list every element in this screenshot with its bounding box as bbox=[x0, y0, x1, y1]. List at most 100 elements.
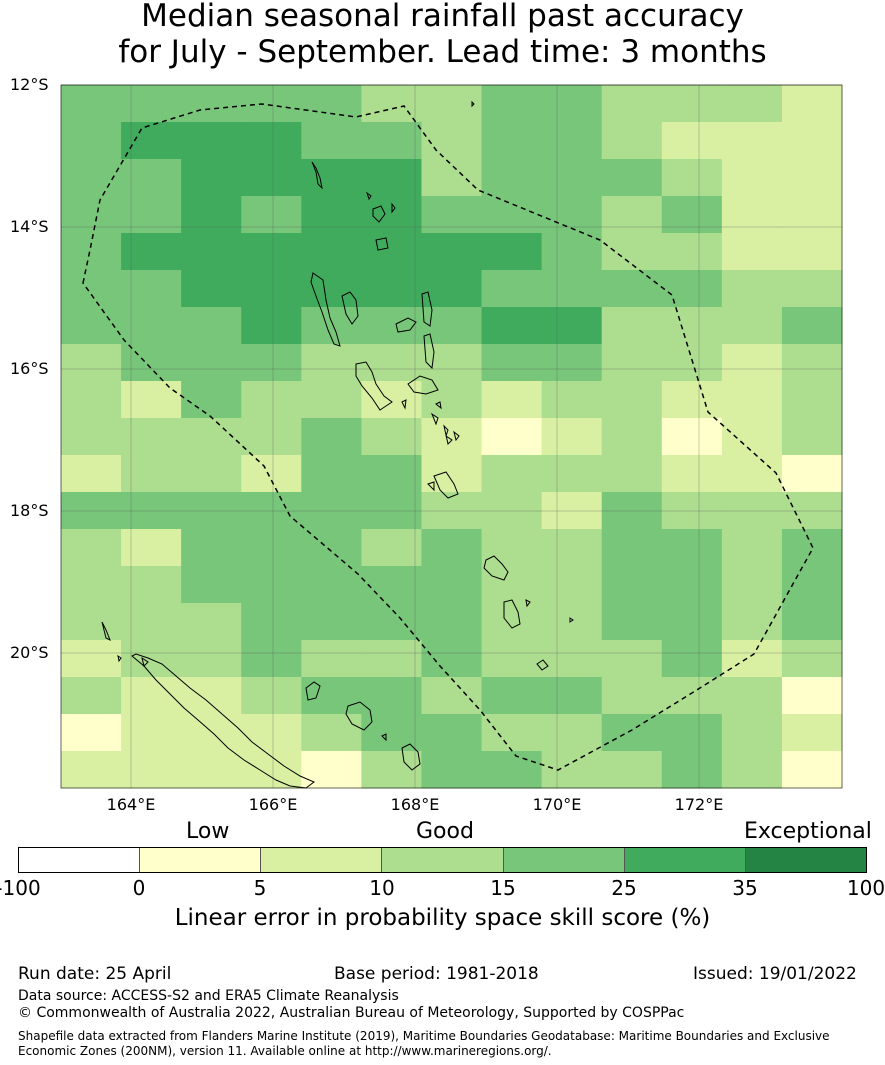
grid-cell bbox=[721, 85, 783, 123]
base-period: Base period: 1981-2018 bbox=[334, 964, 539, 984]
grid-cell bbox=[661, 381, 723, 419]
lon-label-166e: 166°E bbox=[248, 795, 298, 814]
lat-label-20s: 20°S bbox=[10, 643, 49, 662]
grid-cell bbox=[601, 714, 663, 752]
grid-cell bbox=[421, 751, 483, 789]
grid-cell bbox=[541, 270, 603, 308]
grid-cell bbox=[241, 122, 302, 160]
grid-cell bbox=[421, 159, 483, 197]
grid-cell bbox=[181, 270, 242, 308]
grid-cell bbox=[481, 270, 543, 308]
grid-cell bbox=[361, 677, 422, 715]
grid-cell bbox=[601, 677, 663, 715]
grid-cell bbox=[181, 344, 242, 382]
grid-cell bbox=[781, 270, 843, 308]
grid-cell bbox=[601, 85, 663, 123]
grid-cell bbox=[541, 159, 603, 197]
grid-cell bbox=[181, 159, 242, 197]
grid-cell bbox=[241, 344, 302, 382]
grid-cell bbox=[421, 677, 483, 715]
grid-cell bbox=[301, 233, 362, 271]
grid-cell bbox=[781, 603, 843, 641]
grid-cell bbox=[241, 418, 302, 456]
grid-cell bbox=[721, 751, 783, 789]
grid-cell bbox=[781, 196, 843, 234]
grid-cell bbox=[721, 159, 783, 197]
copyright: © Commonwealth of Australia 2022, Austra… bbox=[18, 1005, 685, 1021]
grid-cell bbox=[241, 159, 302, 197]
colorbar-tick: 15 bbox=[490, 876, 516, 900]
grid-cell bbox=[301, 381, 362, 419]
rainfall-accuracy-map bbox=[60, 84, 843, 789]
grid-cell bbox=[661, 418, 723, 456]
grid-cell bbox=[61, 270, 122, 308]
grid-cell bbox=[181, 677, 242, 715]
grid-cell bbox=[361, 418, 422, 456]
grid-cell bbox=[661, 751, 723, 789]
grid-cell bbox=[61, 85, 122, 123]
grid-cell bbox=[121, 344, 182, 382]
grid-cell bbox=[661, 603, 723, 641]
grid-cell bbox=[481, 233, 543, 271]
grid-cell bbox=[721, 566, 783, 604]
grid-cell bbox=[121, 307, 182, 345]
grid-cell bbox=[541, 566, 603, 604]
colorbar-title: Linear error in probability space skill … bbox=[174, 905, 711, 931]
grid-cell bbox=[241, 381, 302, 419]
grid-cell bbox=[121, 270, 182, 308]
grid-cell bbox=[361, 196, 422, 234]
lat-label-14s: 14°S bbox=[10, 217, 49, 236]
shapefile-credit-line-2: Economic Zones (200NM), version 11. Avai… bbox=[18, 1044, 552, 1058]
grid-cell bbox=[781, 677, 843, 715]
grid-cell bbox=[721, 529, 783, 567]
run-date: Run date: 25 April bbox=[18, 964, 172, 984]
grid-cell bbox=[181, 122, 242, 160]
grid-cell bbox=[301, 270, 362, 308]
grid-cell bbox=[361, 566, 422, 604]
grid-cell bbox=[121, 714, 182, 752]
grid-cell bbox=[541, 233, 603, 271]
grid-cell bbox=[361, 529, 422, 567]
grid-cell bbox=[61, 529, 122, 567]
map-title-line-1: Median seasonal rainfall past accuracy bbox=[141, 0, 744, 34]
grid-cell bbox=[601, 233, 663, 271]
grid-cell bbox=[721, 307, 783, 345]
grid-cell bbox=[301, 159, 362, 197]
grid-cell bbox=[661, 270, 723, 308]
grid-cell bbox=[481, 85, 543, 123]
grid-cell bbox=[361, 270, 422, 308]
grid-cell bbox=[121, 455, 182, 493]
grid-cell bbox=[781, 640, 843, 678]
lat-label-12s: 12°S bbox=[10, 75, 49, 94]
grid-cell bbox=[121, 751, 182, 789]
grid-cell bbox=[541, 381, 603, 419]
grid-cell bbox=[721, 603, 783, 641]
grid-cell bbox=[601, 307, 663, 345]
grid-cell bbox=[661, 714, 723, 752]
grid-cell bbox=[61, 714, 122, 752]
grid-cell bbox=[601, 455, 663, 493]
grid-cell bbox=[721, 418, 783, 456]
grid-cell bbox=[301, 455, 362, 493]
grid-cell bbox=[481, 640, 543, 678]
grid-cell bbox=[661, 455, 723, 493]
grid-cell bbox=[61, 418, 122, 456]
grid-cell bbox=[301, 418, 362, 456]
grid-cell bbox=[721, 677, 783, 715]
colorbar-tick: 10 bbox=[369, 876, 395, 900]
grid-cell bbox=[781, 751, 843, 789]
grid-cell bbox=[301, 640, 362, 678]
grid-cell bbox=[601, 196, 663, 234]
grid-cell bbox=[421, 455, 483, 493]
grid-cell bbox=[481, 159, 543, 197]
grid-cell bbox=[61, 233, 122, 271]
grid-cell bbox=[661, 196, 723, 234]
grid-cell bbox=[421, 307, 483, 345]
grid-cell bbox=[61, 307, 122, 345]
grid-cell bbox=[481, 307, 543, 345]
grid-cell bbox=[121, 85, 182, 123]
colorbar-segment bbox=[261, 848, 383, 872]
colorbar-tick: 25 bbox=[611, 876, 637, 900]
grid-cell bbox=[121, 418, 182, 456]
grid-cell bbox=[481, 381, 543, 419]
